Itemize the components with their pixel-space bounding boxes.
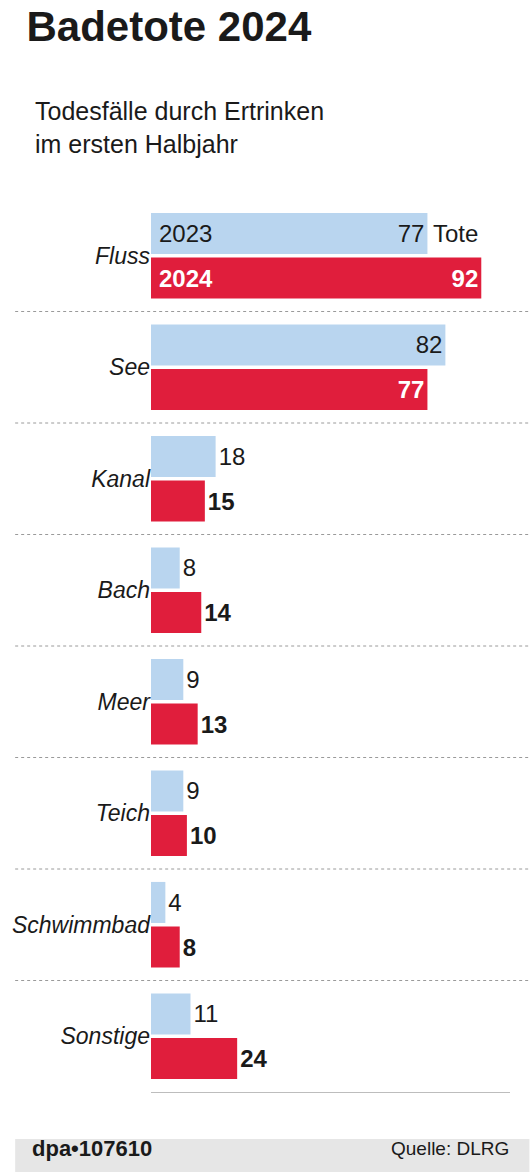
svg-text:8: 8 <box>183 554 196 581</box>
svg-text:See: See <box>109 354 150 380</box>
svg-text:Badetote 2024: Badetote 2024 <box>27 3 312 50</box>
svg-text:Tote: Tote <box>433 220 478 247</box>
svg-text:10: 10 <box>190 822 217 849</box>
svg-text:2023: 2023 <box>159 220 212 247</box>
svg-text:82: 82 <box>416 331 443 358</box>
svg-text:9: 9 <box>186 666 199 693</box>
svg-text:Quelle: DLRG: Quelle: DLRG <box>391 1138 509 1159</box>
svg-text:9: 9 <box>186 777 199 804</box>
svg-text:14: 14 <box>204 599 231 626</box>
svg-text:18: 18 <box>219 443 246 470</box>
svg-text:77: 77 <box>398 220 425 247</box>
svg-text:Meer: Meer <box>98 689 152 715</box>
svg-text:dpa•107610: dpa•107610 <box>32 1136 152 1161</box>
svg-text:11: 11 <box>193 1000 218 1027</box>
svg-text:77: 77 <box>398 376 425 403</box>
svg-text:Schwimmbad: Schwimmbad <box>12 912 151 938</box>
svg-text:15: 15 <box>208 488 235 515</box>
svg-text:24: 24 <box>240 1045 267 1072</box>
svg-text:Bach: Bach <box>98 577 150 603</box>
svg-text:Kanal: Kanal <box>91 466 151 492</box>
svg-text:92: 92 <box>452 265 479 292</box>
svg-text:Todesfälle durch Ertrinkenim e: Todesfälle durch Ertrinkenim ersten Halb… <box>35 97 324 158</box>
svg-text:8: 8 <box>183 934 196 961</box>
svg-text:4: 4 <box>168 889 181 916</box>
svg-text:13: 13 <box>201 711 228 738</box>
svg-text:Fluss: Fluss <box>95 243 150 269</box>
svg-text:Sonstige: Sonstige <box>60 1023 150 1049</box>
svg-text:Teich: Teich <box>96 800 150 826</box>
svg-text:2024: 2024 <box>159 265 213 292</box>
